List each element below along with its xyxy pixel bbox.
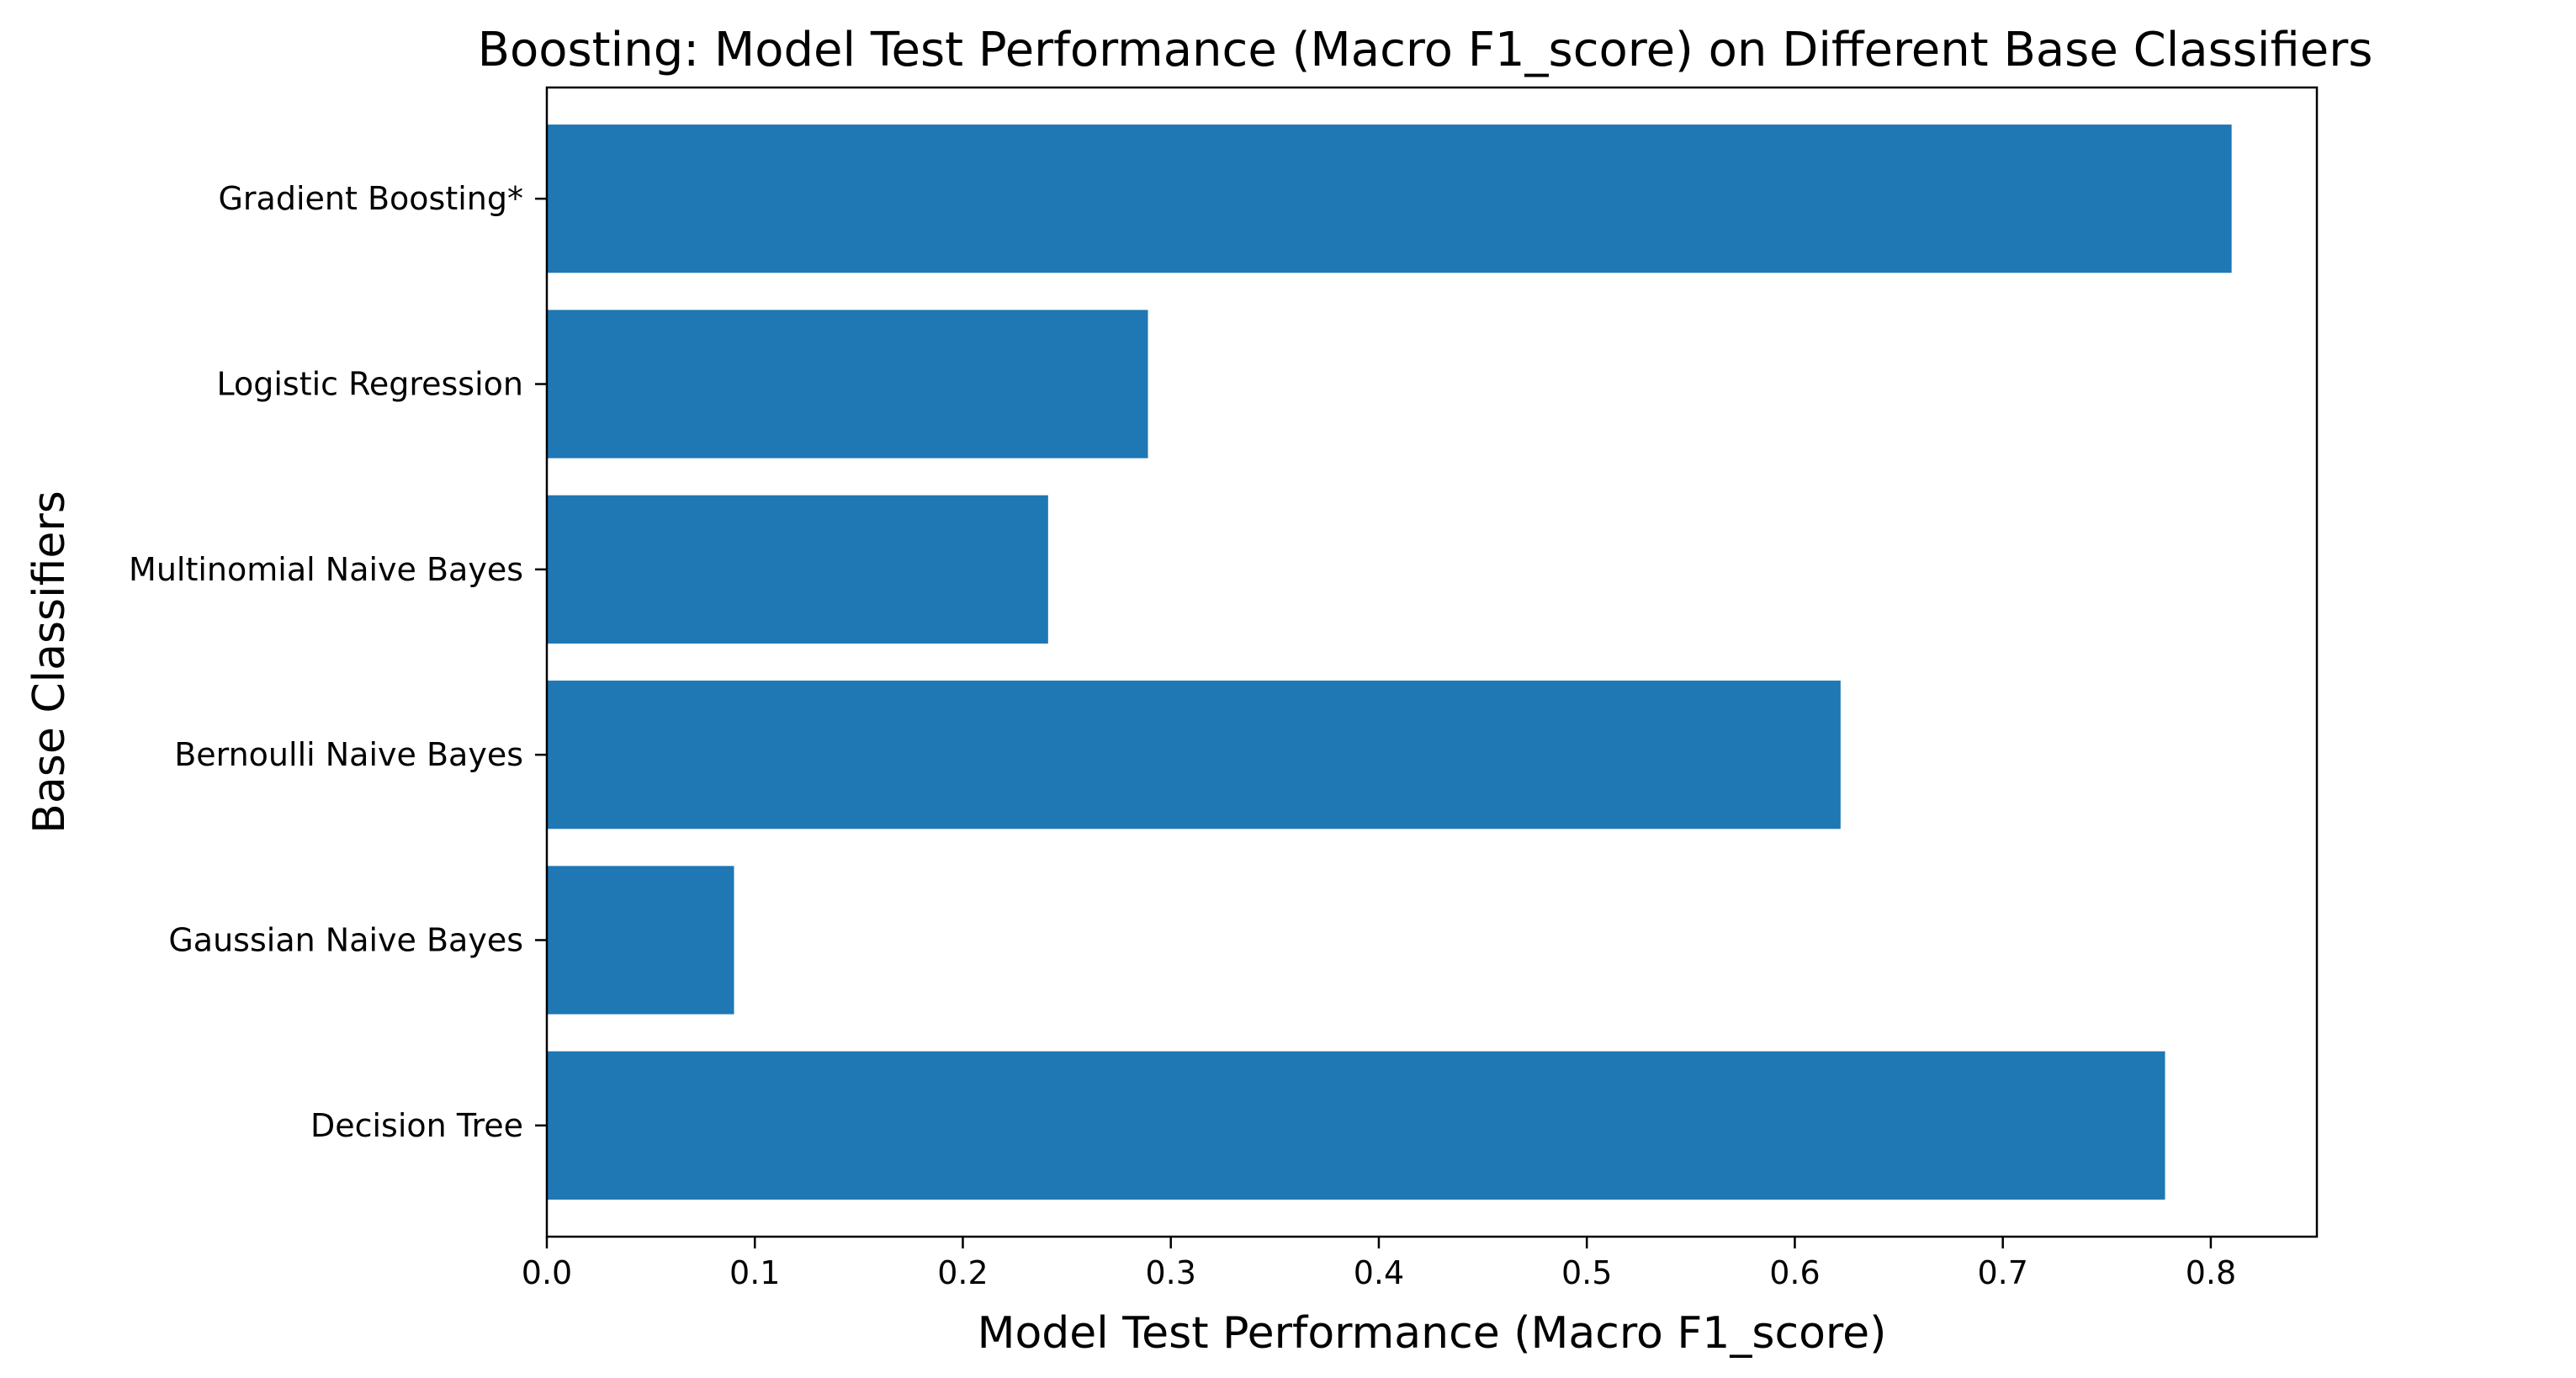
x-tick-label: 0.2 [937,1254,988,1291]
x-tick-label: 0.1 [729,1254,780,1291]
bar-gaussian-naive-bayes [547,866,734,1015]
x-tick-label: 0.8 [2186,1254,2236,1291]
bar-logistic-regression [547,310,1148,458]
y-axis-ticks: Decision Tree Gaussian Naive Bayes Bernoul… [129,180,547,1144]
x-tick-label: 0.7 [1977,1254,2027,1291]
x-tick-label: 0.5 [1561,1254,1612,1291]
chart-title: Boosting: Model Test Performance (Macro … [478,23,2373,77]
bar-gradient-boosting [547,125,2232,273]
x-tick-label: 0.6 [1769,1254,1820,1291]
x-axis-ticks: 0.0 0.1 0.2 0.3 0.4 0.5 0.6 0.7 0.8 [522,1237,2236,1291]
x-tick-label: 0.0 [522,1254,572,1291]
y-tick-label: Gradient Boosting* [218,180,523,217]
y-axis-label: Base Classifiers [24,490,75,834]
y-tick-label: Multinomial Naive Bayes [129,551,523,588]
bar-bernoulli-naive-bayes [547,681,1841,829]
x-axis-label: Model Test Performance (Macro F1_score) [978,1308,1887,1359]
y-tick-label: Gaussian Naive Bayes [168,921,523,958]
bar-decision-tree [547,1051,2165,1200]
y-tick-label: Bernoulli Naive Bayes [174,736,523,773]
x-tick-label: 0.3 [1145,1254,1195,1291]
bar-multinomial-naive-bayes [547,495,1048,644]
bars-group [547,125,2232,1200]
x-tick-label: 0.4 [1354,1254,1404,1291]
y-tick-label: Decision Tree [310,1107,523,1144]
y-tick-label: Logistic Regression [216,366,523,403]
plot-frame [545,86,2319,1238]
